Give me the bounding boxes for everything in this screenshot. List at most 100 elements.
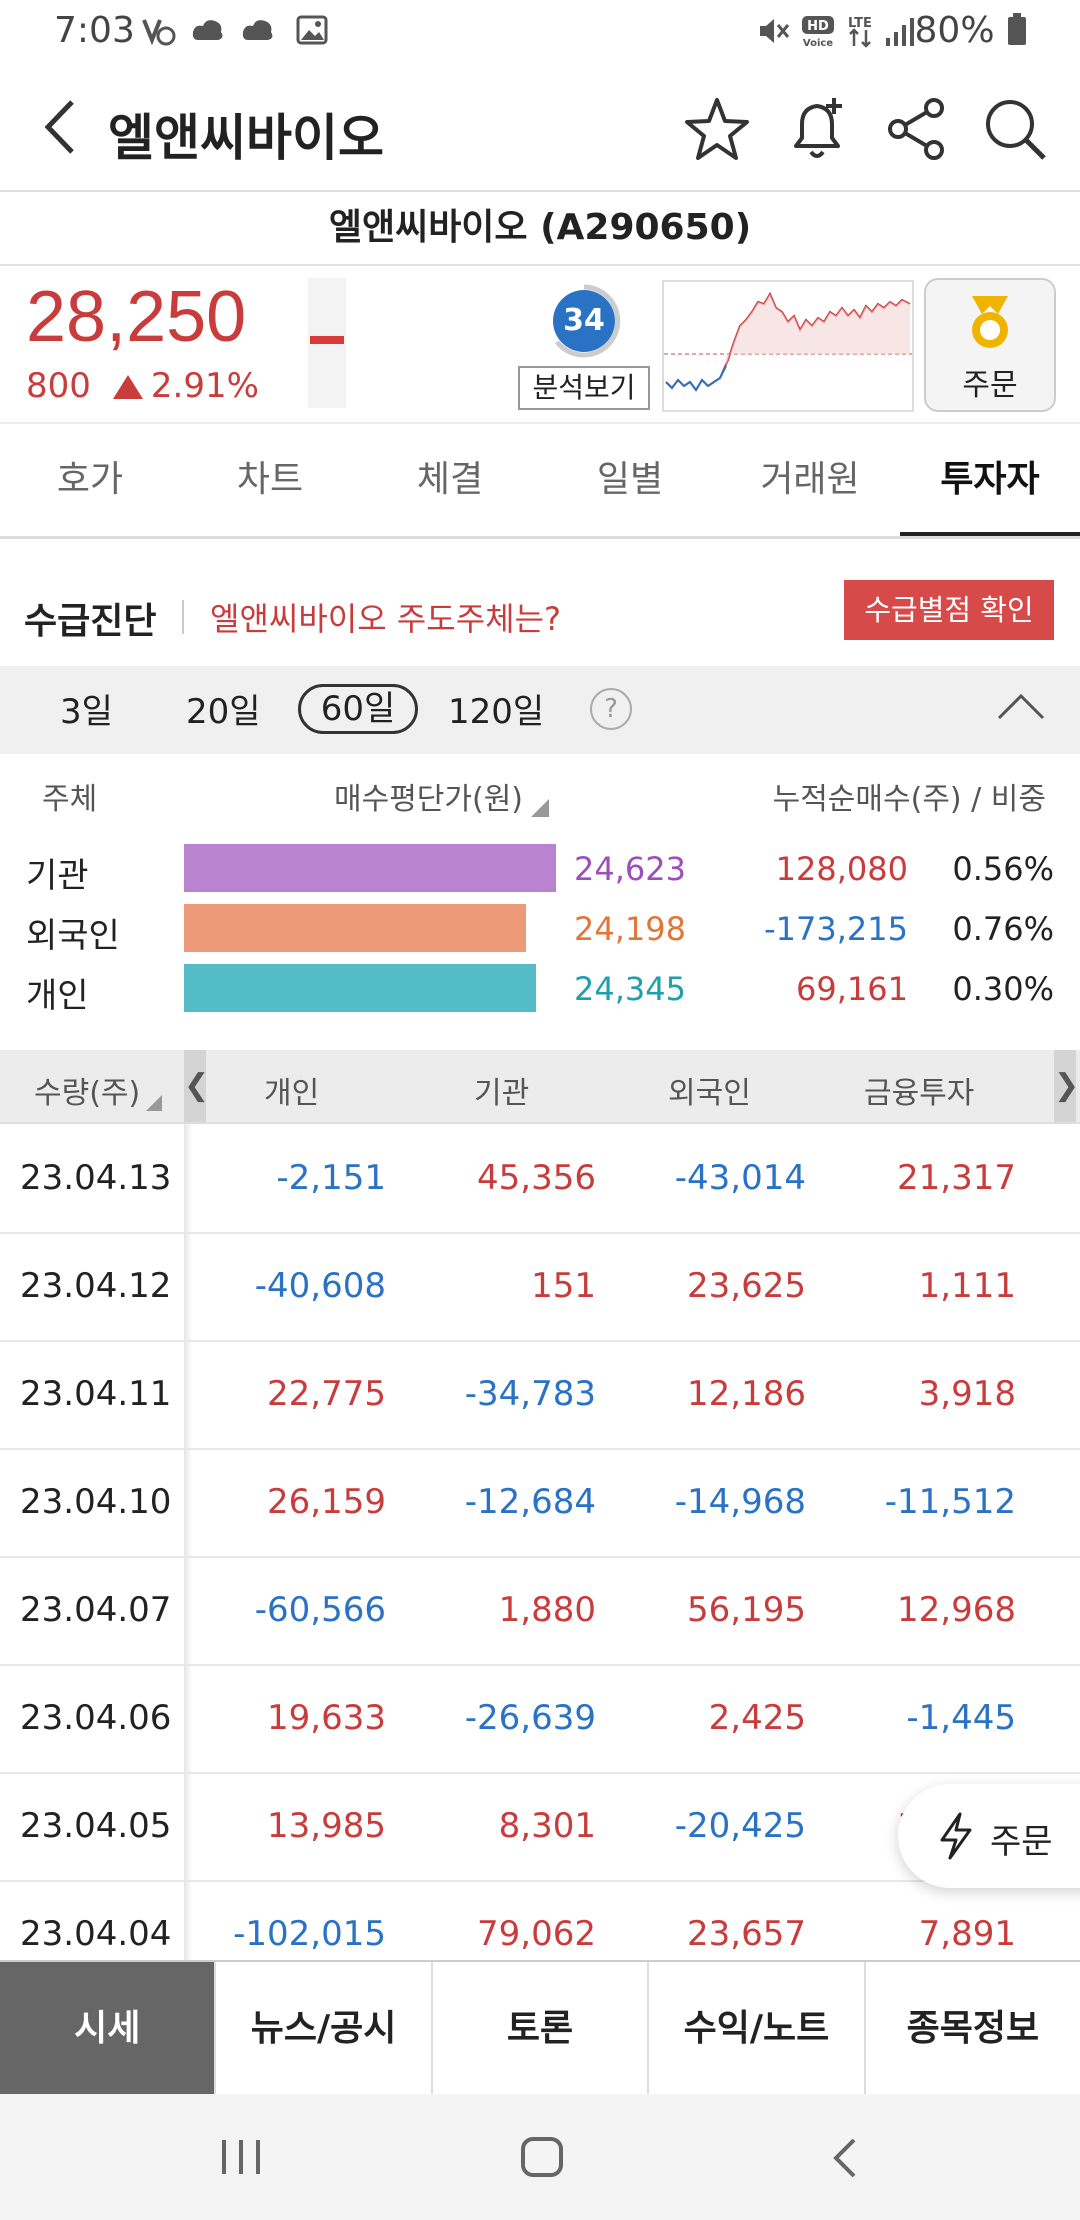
financial-value: 7,891 [918, 1914, 1016, 1954]
star-icon[interactable] [682, 94, 752, 164]
net-buy: 128,080 [775, 850, 908, 888]
individual-value: 26,159 [267, 1482, 386, 1522]
net-buy: 69,161 [796, 970, 908, 1008]
recent-apps-icon[interactable] [218, 2138, 264, 2176]
hd-voice-icon: HD Voice [800, 14, 836, 49]
nav-profit-note[interactable]: 수익/노트 [647, 1962, 863, 2096]
lte-icon: LTE [842, 14, 878, 48]
order-label: 주문 [962, 368, 1018, 403]
nav-quotes[interactable]: 시세 [0, 1962, 215, 2096]
row-date: 23.04.06 [20, 1698, 172, 1738]
avg-price: 24,623 [574, 850, 686, 888]
participant-name: 기관 [26, 856, 89, 896]
supply-rating-button[interactable]: 수급별점 확인 [844, 580, 1054, 640]
table-row[interactable]: 23.04.04 -102,015 79,062 23,657 7,891 [0, 1880, 1080, 1960]
change-amount: 800 [26, 366, 91, 406]
stock-name-code: 엘앤씨바이오 (A290650) [0, 192, 1080, 266]
bell-add-icon[interactable] [782, 94, 852, 164]
back-nav-icon[interactable] [830, 2136, 860, 2180]
candle-indicator [308, 278, 346, 408]
status-bar: 7:03 HD Voice LTE 80% [0, 0, 1080, 64]
price-panel: 28,250 800 2.91% 34 분석보기 주문 [0, 266, 1080, 424]
period-20d[interactable]: 20일 [186, 692, 261, 732]
table-row[interactable]: 23.04.13 -2,151 45,356 -43,014 21,317 [0, 1124, 1080, 1234]
foreign-value: 2,425 [708, 1698, 806, 1738]
tab-bar: 호가 차트 체결 일별 거래원 투자자 [0, 424, 1080, 539]
participant-row: 기관 24,623 128,080 0.56% [0, 838, 1080, 898]
change-percent: 2.91% [150, 366, 259, 406]
tab-investors[interactable]: 투자자 [900, 424, 1080, 536]
score-ring [555, 284, 621, 358]
period-3d[interactable]: 3일 [60, 692, 113, 732]
order-button[interactable]: 주문 [924, 278, 1056, 412]
financial-value: 12,968 [897, 1590, 1016, 1630]
row-date: 23.04.04 [20, 1914, 172, 1954]
avg-price-header[interactable]: 매수평단가(원) [334, 774, 551, 819]
table-row[interactable]: 23.04.07 -60,566 1,880 56,195 12,968 [0, 1556, 1080, 1666]
analysis-score[interactable]: 34 [553, 290, 615, 352]
nav-discussion[interactable]: 토론 [430, 1962, 647, 2096]
foreign-value: -14,968 [674, 1482, 806, 1522]
chevron-up-icon[interactable] [996, 692, 1046, 722]
search-icon[interactable] [980, 94, 1050, 164]
tab-brokers[interactable]: 거래원 [760, 459, 860, 500]
institution-value: -26,639 [464, 1698, 596, 1738]
individual-value: -60,566 [254, 1590, 386, 1630]
share-icon[interactable] [882, 94, 952, 164]
investor-table[interactable]: 23.04.13 -2,151 45,356 -43,014 21,317 23.04.1… [0, 1124, 1080, 1960]
floating-order-label: 주문 [990, 1822, 1053, 1862]
scroll-right-icon[interactable]: ❯ [1054, 1050, 1079, 1122]
sort-icon [531, 799, 550, 817]
avg-price: 24,198 [574, 910, 686, 948]
weight-pct: 0.76% [952, 910, 1054, 948]
floating-order-button[interactable]: 주문 [898, 1784, 1080, 1888]
nav-stock-info[interactable]: 종목정보 [863, 1962, 1080, 2096]
row-date: 23.04.05 [20, 1806, 172, 1846]
individual-value: 19,633 [267, 1698, 386, 1738]
price-change: 800 2.91% [26, 366, 259, 406]
institution-value: 151 [531, 1266, 596, 1306]
foreign-value: 12,186 [687, 1374, 806, 1414]
row-date: 23.04.07 [20, 1590, 172, 1630]
sort-icon [146, 1095, 163, 1111]
back-icon[interactable] [34, 94, 94, 160]
avg-price-bar [184, 904, 526, 952]
nav-news[interactable]: 뉴스/공시 [214, 1962, 430, 2096]
table-row[interactable]: 23.04.10 26,159 -12,684 -14,968 -11,512 [0, 1448, 1080, 1558]
individual-value: -2,151 [276, 1158, 386, 1198]
col-quantity[interactable]: 수량(주) [34, 1068, 164, 1113]
tab-chart[interactable]: 차트 [236, 459, 304, 500]
supply-heading: 수급진단 [24, 601, 157, 642]
status-time: 7:03 [54, 10, 135, 51]
individual-value: -102,015 [233, 1914, 386, 1954]
period-120d[interactable]: 120일 [448, 692, 545, 732]
tab-hoga[interactable]: 호가 [56, 459, 124, 500]
analyze-button[interactable]: 분석보기 [518, 366, 650, 410]
home-icon[interactable] [520, 2136, 564, 2178]
weight-pct: 0.56% [952, 850, 1054, 888]
row-date: 23.04.11 [20, 1374, 172, 1414]
weight-pct: 0.30% [952, 970, 1054, 1008]
supply-question[interactable]: 엘앤씨바이오 주도주체는? [210, 600, 561, 638]
table-row[interactable]: 23.04.06 19,633 -26,639 2,425 -1,445 [0, 1664, 1080, 1774]
individual-value: -40,608 [254, 1266, 386, 1306]
foreign-value: 56,195 [687, 1590, 806, 1630]
row-date: 23.04.12 [20, 1266, 172, 1306]
table-row[interactable]: 23.04.11 22,775 -34,783 12,186 3,918 [0, 1340, 1080, 1450]
supply-diagnosis: 수급진단 엘앤씨바이오 주도주체는? 수급별점 확인 [0, 580, 1080, 652]
participant-row: 개인 24,345 69,161 0.30% [0, 958, 1080, 1018]
help-icon[interactable]: ? [590, 688, 632, 730]
participants-summary: 주체 매수평단가(원) 누적순매수(주) / 비중 기관 24,623 128,… [0, 770, 1080, 1020]
tab-trades[interactable]: 체결 [416, 459, 484, 500]
scroll-left-icon[interactable]: ❮ [184, 1050, 209, 1122]
cloud-icon [190, 14, 226, 48]
table-row[interactable]: 23.04.12 -40,608 151 23,625 1,111 [0, 1232, 1080, 1342]
battery-percent: 80% [915, 10, 1028, 51]
tab-daily[interactable]: 일별 [596, 459, 664, 500]
avg-price-bar [184, 844, 556, 892]
col-foreign: 외국인 [668, 1076, 751, 1111]
row-date: 23.04.13 [20, 1158, 172, 1198]
battery-icon [1008, 13, 1026, 45]
period-60d[interactable]: 60일 [298, 684, 418, 734]
intraday-sparkline[interactable] [662, 280, 914, 412]
